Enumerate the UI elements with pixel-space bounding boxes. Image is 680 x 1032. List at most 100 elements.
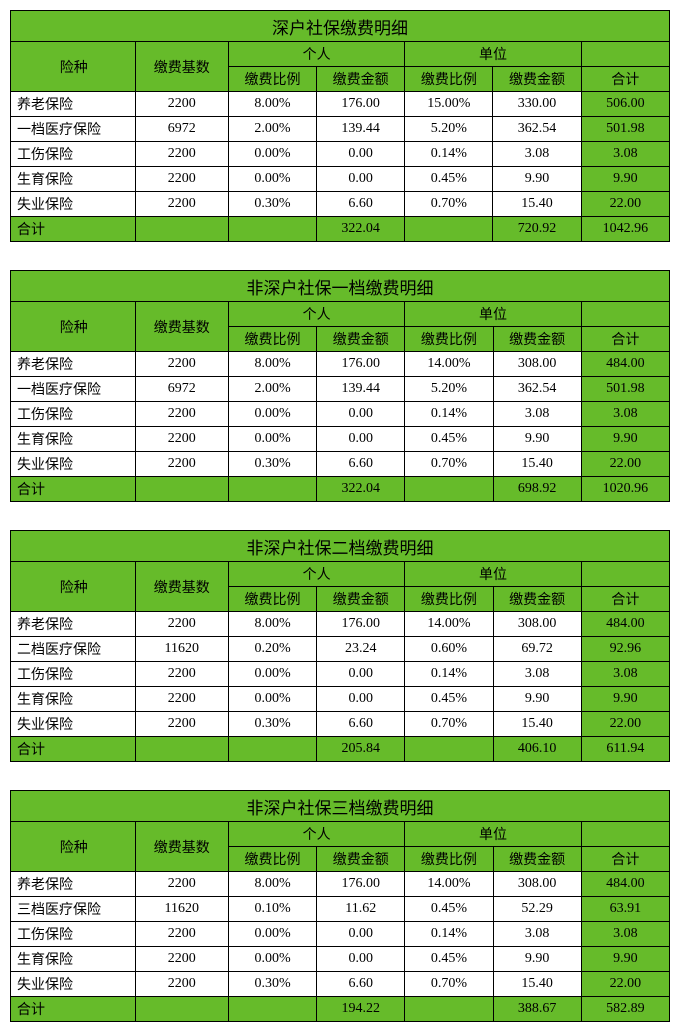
- header-personal-group: 个人: [228, 562, 404, 587]
- cell-personal-rate: 0.00%: [228, 687, 316, 712]
- total-company-amount: 698.92: [493, 477, 581, 502]
- header-sum: 合计: [581, 67, 669, 92]
- cell-base: 2200: [135, 972, 228, 997]
- cell-company-rate: 0.70%: [405, 452, 493, 477]
- cell-company-amount: 362.54: [493, 377, 581, 402]
- cell-insurance-type: 生育保险: [11, 427, 136, 452]
- cell-personal-rate: 8.00%: [228, 612, 316, 637]
- table-row: 一档医疗保险69722.00%139.445.20%362.54501.98: [11, 117, 670, 142]
- cell-base: 2200: [135, 452, 228, 477]
- cell-company-amount: 15.40: [493, 192, 581, 217]
- cell-insurance-type: 养老保险: [11, 612, 136, 637]
- total-personal-rate: [228, 217, 316, 242]
- header-personal-group: 个人: [228, 42, 404, 67]
- cell-company-rate: 0.45%: [405, 687, 493, 712]
- cell-company-amount: 3.08: [493, 402, 581, 427]
- cell-sum: 22.00: [581, 972, 669, 997]
- cell-company-amount: 69.72: [493, 637, 581, 662]
- total-label: 合计: [11, 217, 136, 242]
- cell-company-amount: 15.40: [493, 712, 581, 737]
- cell-company-rate: 0.14%: [405, 922, 493, 947]
- header-personal-group: 个人: [228, 302, 404, 327]
- header-sum: 合计: [581, 587, 669, 612]
- table-row: 三档医疗保险116200.10%11.620.45%52.2963.91: [11, 897, 670, 922]
- cell-sum: 22.00: [581, 192, 669, 217]
- cell-sum: 501.98: [581, 117, 669, 142]
- cell-company-rate: 0.60%: [405, 637, 493, 662]
- table-row: 失业保险22000.30%6.600.70%15.4022.00: [11, 972, 670, 997]
- total-label: 合计: [11, 997, 136, 1022]
- header-personal-amount: 缴费金额: [317, 67, 405, 92]
- cell-insurance-type: 一档医疗保险: [11, 117, 136, 142]
- header-company-rate: 缴费比例: [405, 847, 493, 872]
- cell-insurance-type: 养老保险: [11, 872, 136, 897]
- cell-sum: 3.08: [581, 662, 669, 687]
- cell-personal-rate: 0.00%: [228, 947, 316, 972]
- table-row: 工伤保险22000.00%0.000.14%3.083.08: [11, 142, 670, 167]
- cell-company-amount: 3.08: [493, 662, 581, 687]
- cell-base: 2200: [135, 192, 228, 217]
- header-company-group: 单位: [405, 562, 581, 587]
- total-base: [135, 737, 228, 762]
- cell-company-amount: 15.40: [493, 452, 581, 477]
- cell-sum: 22.00: [581, 712, 669, 737]
- header-company-rate: 缴费比例: [405, 67, 493, 92]
- table-title: 非深户社保三档缴费明细: [11, 791, 670, 822]
- header-sum: 合计: [581, 847, 669, 872]
- table-row: 生育保险22000.00%0.000.45%9.909.90: [11, 947, 670, 972]
- header-sum: 合计: [581, 327, 669, 352]
- cell-personal-rate: 0.30%: [228, 972, 316, 997]
- cell-personal-amount: 23.24: [317, 637, 405, 662]
- cell-personal-amount: 176.00: [317, 352, 405, 377]
- cell-base: 2200: [135, 402, 228, 427]
- cell-sum: 9.90: [581, 427, 669, 452]
- cell-base: 11620: [135, 897, 228, 922]
- cell-sum: 484.00: [581, 872, 669, 897]
- total-company-amount: 720.92: [493, 217, 581, 242]
- table-row: 养老保险22008.00%176.0015.00%330.00506.00: [11, 92, 670, 117]
- cell-personal-rate: 0.00%: [228, 427, 316, 452]
- total-personal-amount: 205.84: [317, 737, 405, 762]
- cell-base: 2200: [135, 947, 228, 972]
- cell-base: 2200: [135, 427, 228, 452]
- table-title: 非深户社保二档缴费明细: [11, 531, 670, 562]
- cell-company-rate: 0.45%: [405, 947, 493, 972]
- cell-personal-rate: 0.00%: [228, 402, 316, 427]
- cell-company-amount: 308.00: [493, 872, 581, 897]
- cell-sum: 3.08: [581, 402, 669, 427]
- table-row: 工伤保险22000.00%0.000.14%3.083.08: [11, 402, 670, 427]
- header-base: 缴费基数: [135, 822, 228, 872]
- cell-personal-rate: 0.00%: [228, 662, 316, 687]
- cell-company-rate: 14.00%: [405, 352, 493, 377]
- cell-company-rate: 0.14%: [405, 402, 493, 427]
- total-company-rate: [405, 217, 493, 242]
- cell-company-amount: 362.54: [493, 117, 581, 142]
- cell-company-rate: 14.00%: [405, 872, 493, 897]
- cell-sum: 501.98: [581, 377, 669, 402]
- insurance-table: 非深户社保三档缴费明细险种缴费基数个人单位缴费比例缴费金额缴费比例缴费金额合计养…: [10, 790, 670, 1022]
- cell-company-rate: 14.00%: [405, 612, 493, 637]
- total-company-rate: [405, 477, 493, 502]
- cell-personal-rate: 0.10%: [228, 897, 316, 922]
- table-row: 养老保险22008.00%176.0014.00%308.00484.00: [11, 352, 670, 377]
- table-total-row: 合计322.04698.921020.96: [11, 477, 670, 502]
- cell-insurance-type: 失业保险: [11, 192, 136, 217]
- header-personal-group: 个人: [228, 822, 404, 847]
- cell-personal-amount: 139.44: [317, 117, 405, 142]
- cell-personal-amount: 6.60: [317, 192, 405, 217]
- cell-insurance-type: 工伤保险: [11, 142, 136, 167]
- cell-personal-amount: 6.60: [317, 712, 405, 737]
- table-row: 失业保险22000.30%6.600.70%15.4022.00: [11, 712, 670, 737]
- cell-company-rate: 0.45%: [405, 897, 493, 922]
- cell-insurance-type: 失业保险: [11, 712, 136, 737]
- total-company-rate: [405, 997, 493, 1022]
- cell-base: 11620: [135, 637, 228, 662]
- total-personal-rate: [228, 737, 316, 762]
- total-base: [135, 217, 228, 242]
- total-base: [135, 477, 228, 502]
- cell-personal-amount: 11.62: [317, 897, 405, 922]
- cell-company-amount: 52.29: [493, 897, 581, 922]
- header-personal-rate: 缴费比例: [228, 67, 316, 92]
- header-company-amount: 缴费金额: [493, 327, 581, 352]
- table-row: 养老保险22008.00%176.0014.00%308.00484.00: [11, 612, 670, 637]
